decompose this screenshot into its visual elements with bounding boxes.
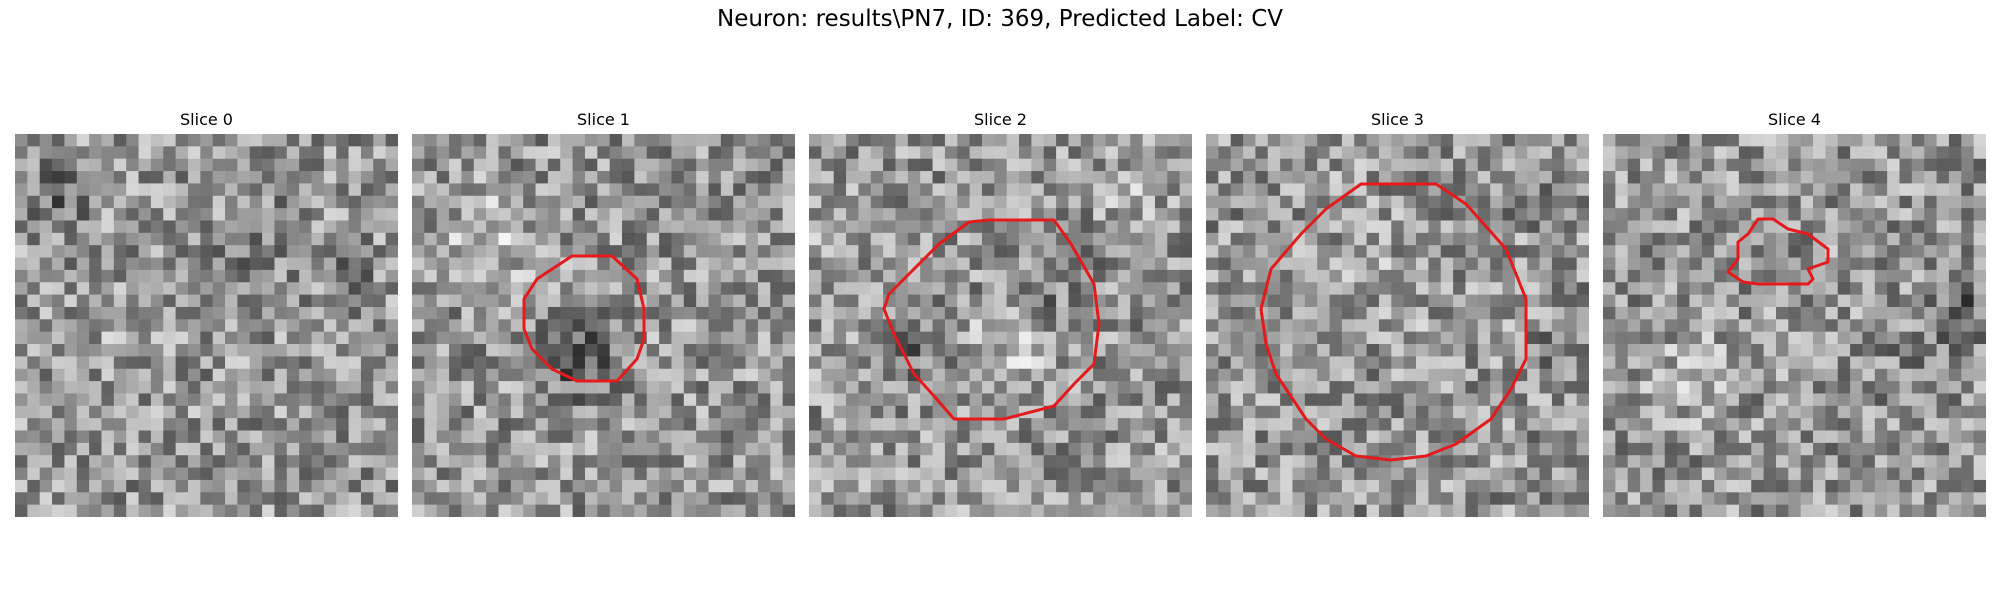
segmentation-contour xyxy=(1726,217,1830,286)
slice-image xyxy=(1206,134,1589,517)
slice-panel-0: Slice 0 xyxy=(15,108,398,517)
slice-panel-4: Slice 4 xyxy=(1603,108,1986,517)
slice-image xyxy=(15,134,398,517)
slice-title: Slice 4 xyxy=(1768,110,1821,129)
segmentation-contour xyxy=(1259,182,1528,462)
slice-panel-1: Slice 1 xyxy=(412,108,795,517)
slice-title: Slice 0 xyxy=(180,110,233,129)
slice-panel-3: Slice 3 xyxy=(1206,108,1589,517)
segmentation-contour xyxy=(882,218,1101,421)
segmentation-contour xyxy=(522,254,646,383)
slice-image xyxy=(412,134,795,517)
slice-panel-2: Slice 2 xyxy=(809,108,1192,517)
figure-title: Neuron: results\PN7, ID: 369, Predicted … xyxy=(717,6,1283,32)
slice-image xyxy=(809,134,1192,517)
slice-title: Slice 2 xyxy=(974,110,1027,129)
slice-image xyxy=(1603,134,1986,517)
slice-title: Slice 1 xyxy=(577,110,630,129)
slice-title: Slice 3 xyxy=(1371,110,1424,129)
